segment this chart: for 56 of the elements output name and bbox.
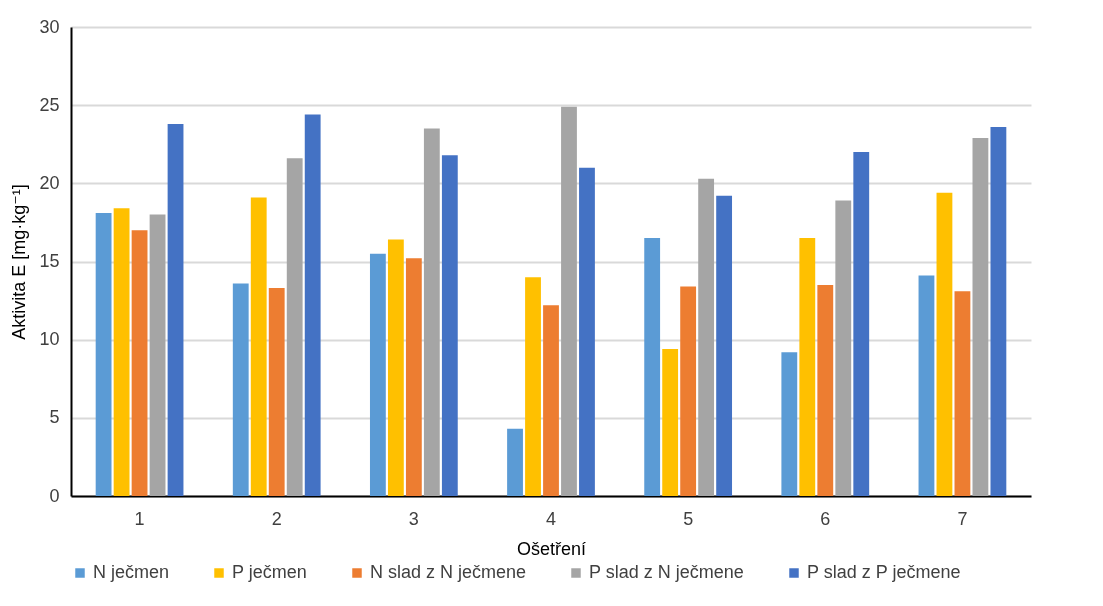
bar [131,230,148,496]
y-tick-label: 30 [39,16,60,37]
bar [286,158,303,496]
bar [781,352,798,496]
bar [405,258,422,496]
bar [698,178,715,496]
bar [936,192,953,496]
bar [268,288,285,496]
bar [954,291,971,496]
bar [680,286,697,496]
x-tick-label: 1 [134,508,145,529]
y-tick-label: 5 [49,407,60,428]
bar [167,123,184,496]
bar [232,283,249,496]
y-tick-label: 10 [39,329,60,350]
x-tick-label: 4 [545,508,557,529]
legend-label: P ječmen [232,562,307,582]
y-tick-label: 25 [39,94,60,115]
x-tick-label: 5 [683,508,694,529]
bar [441,155,458,496]
x-tick-label: 6 [820,508,831,529]
bar [990,127,1007,496]
legend-label: N slad z N ječmene [370,562,527,582]
bar [579,167,595,496]
bar [543,305,559,496]
legend-label: P slad z N ječmene [589,562,744,582]
bar [835,200,852,496]
bar [799,238,816,496]
bar [423,128,440,496]
bar [369,253,386,496]
bar [644,238,661,496]
y-tick-label: 15 [39,251,60,271]
bar [149,214,166,496]
bar [387,239,404,496]
bar [113,208,130,496]
x-tick-label: 2 [271,508,282,529]
bar [972,138,989,496]
legend-label: N ječmen [93,562,170,582]
bar [716,195,733,496]
bar [507,428,523,496]
bar [525,277,541,496]
bar [662,349,679,496]
legend-label: P slad z P ječmene [807,562,961,582]
bar [95,213,112,496]
y-tick-label: 20 [39,172,60,193]
bar [250,197,267,496]
x-tick-label: 7 [957,508,968,529]
bar [918,275,935,496]
bar [561,106,577,496]
y-tick-label: 0 [49,485,60,506]
bar [304,114,321,496]
y-axis-title: Aktivita E [mg·kg⁻¹] [9,184,30,340]
bar [853,152,870,496]
bar [817,284,834,496]
x-axis-title: Ošetření [516,538,587,559]
x-tick-label: 3 [408,508,419,529]
